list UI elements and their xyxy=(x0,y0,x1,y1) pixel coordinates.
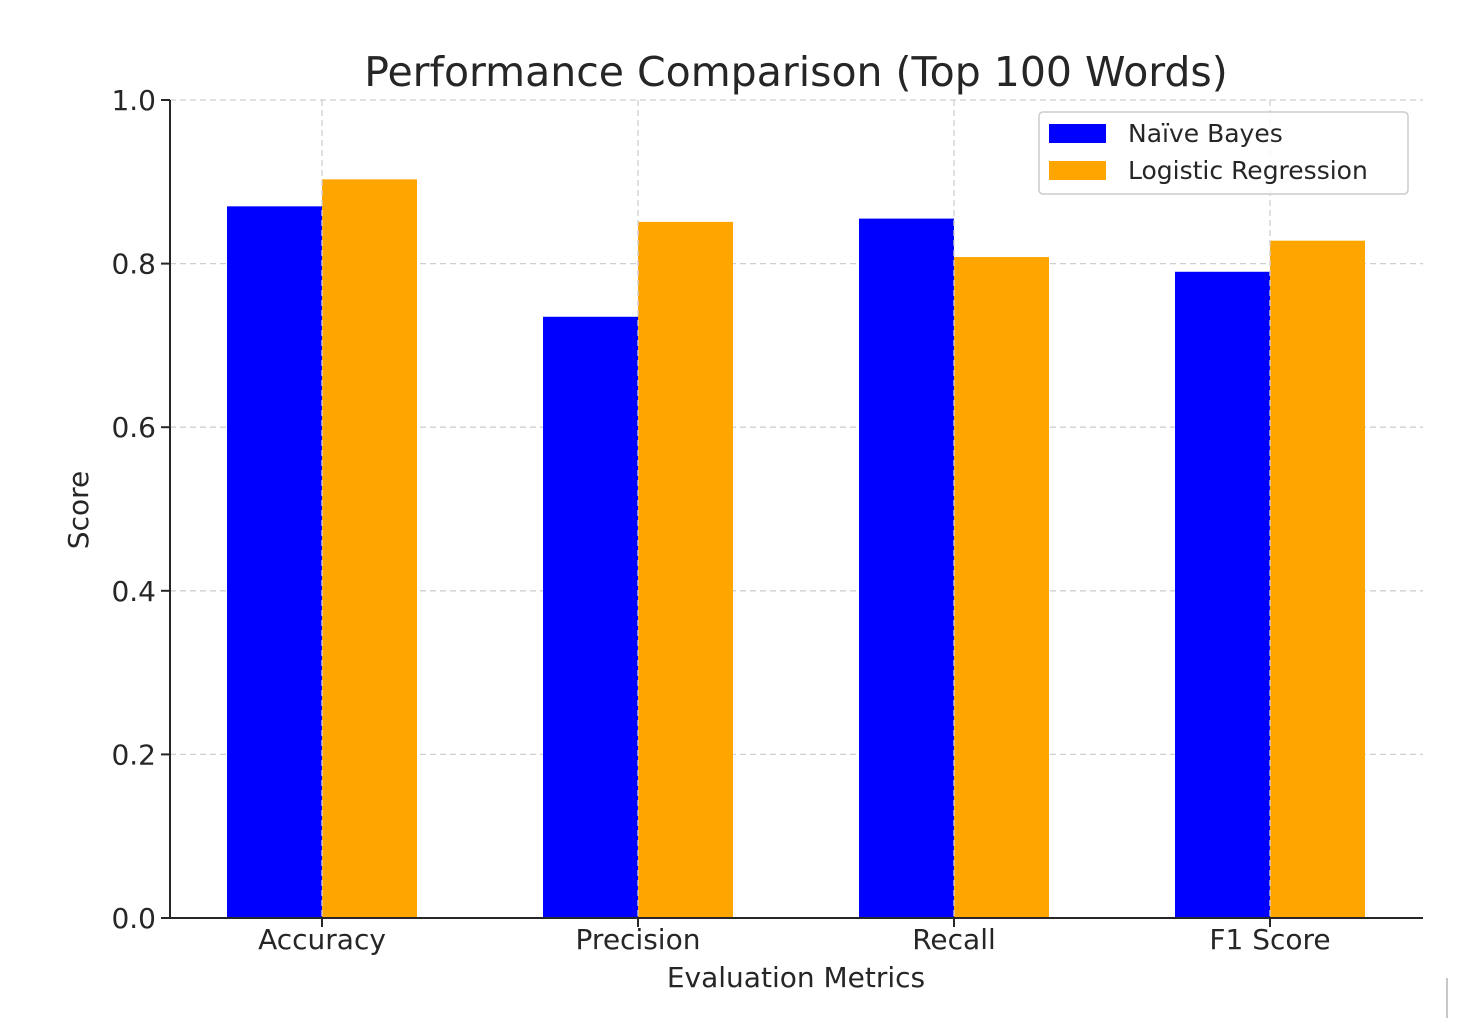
y-tick-label: 0.2 xyxy=(111,738,156,771)
y-ticks: 0.0 0.2 0.4 0.6 0.8 1.0 xyxy=(111,84,170,935)
bar-naive-bayes-f1-score xyxy=(1175,271,1270,918)
legend-swatch-naive-bayes xyxy=(1049,124,1106,143)
y-tick-label: 1.0 xyxy=(111,84,156,117)
x-tick-label: Precision xyxy=(576,923,701,956)
bar-naive-bayes-recall xyxy=(859,218,954,919)
y-tick-label: 0.0 xyxy=(111,902,156,935)
x-ticks: Accuracy Precision Recall F1 Score xyxy=(258,918,1331,956)
bar-logistic-regression-f1-score xyxy=(1270,240,1365,919)
y-tick-label: 0.4 xyxy=(111,575,156,608)
bar-naive-bayes-accuracy xyxy=(227,206,322,919)
axes xyxy=(169,100,1423,919)
bar-logistic-regression-accuracy xyxy=(322,179,417,918)
x-tick-label: F1 Score xyxy=(1209,923,1330,956)
vertical-grid-lines xyxy=(321,100,1271,918)
bar-logistic-regression-precision xyxy=(638,221,733,918)
legend: Naïve Bayes Logistic Regression xyxy=(1038,111,1409,195)
bars xyxy=(227,179,1365,919)
bar-logistic-regression-recall xyxy=(954,257,1049,918)
y-tick-label: 0.6 xyxy=(111,411,156,444)
x-axis-label: Evaluation Metrics xyxy=(667,961,925,994)
y-axis-label: Score xyxy=(62,471,95,549)
legend-swatch-logistic-regression xyxy=(1049,161,1106,180)
legend-box xyxy=(1038,111,1409,195)
legend-label-logistic-regression: Logistic Regression xyxy=(1128,156,1368,185)
y-tick-label: 0.8 xyxy=(111,248,156,281)
x-tick-label: Recall xyxy=(912,923,996,956)
x-tick-label: Accuracy xyxy=(258,923,386,956)
bar-naive-bayes-precision xyxy=(543,316,638,918)
legend-label-naive-bayes: Naïve Bayes xyxy=(1128,119,1283,148)
chart-title: Performance Comparison (Top 100 Words) xyxy=(364,48,1228,96)
